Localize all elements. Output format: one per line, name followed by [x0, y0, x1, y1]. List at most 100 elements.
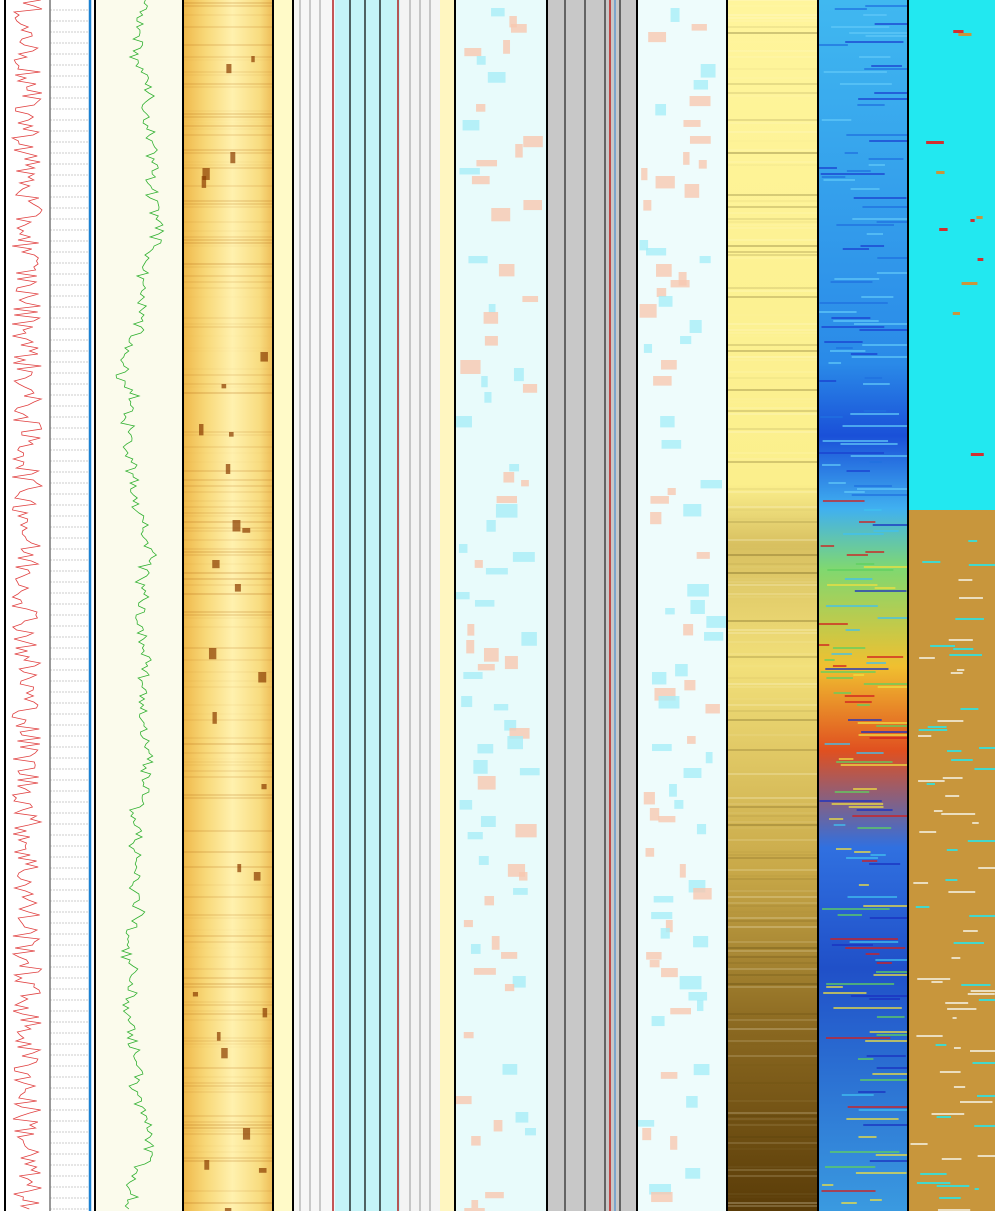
texture-patch: [230, 152, 236, 164]
texture-patch: [493, 704, 509, 711]
texture-patch: [683, 768, 702, 778]
texture-patch: [651, 672, 667, 685]
texture-patch: [650, 496, 669, 504]
texture-patch: [261, 784, 267, 790]
texture-patch: [483, 312, 499, 324]
texture-patch: [651, 1016, 665, 1027]
texture-patch: [667, 488, 676, 496]
texture-patch: [639, 240, 649, 251]
texture-patch: [216, 1032, 221, 1041]
texture-patch: [955, 618, 984, 620]
texture-patch: [969, 915, 995, 917]
texture-patch: [700, 480, 723, 489]
texture-patch: [972, 822, 979, 824]
texture-patch: [959, 597, 983, 599]
texture-patch: [953, 1086, 966, 1088]
texture-patch: [473, 760, 488, 774]
texture-patch: [670, 8, 680, 22]
track-background: [547, 0, 637, 1211]
texture-patch: [658, 816, 676, 823]
texture-patch: [930, 645, 956, 647]
texture-patch: [977, 258, 984, 261]
texture-patch: [470, 944, 481, 954]
texture-patch: [463, 672, 483, 679]
texture-patch: [910, 1143, 928, 1145]
texture-patch: [704, 632, 724, 641]
texture-patch: [487, 72, 506, 83]
texture-patch: [970, 1050, 995, 1052]
texture-patch: [646, 248, 667, 256]
texture-patch: [687, 736, 696, 744]
texture-patch: [467, 624, 475, 636]
texture-patch: [477, 776, 496, 790]
texture-patch: [524, 1128, 536, 1136]
texture-patch: [478, 856, 489, 865]
texture-patch: [201, 176, 207, 188]
texture-patch: [683, 120, 701, 127]
texture-patch: [686, 1096, 698, 1108]
texture-patch: [977, 1095, 995, 1097]
texture-patch: [950, 672, 963, 674]
texture-patch: [237, 864, 242, 873]
texture-patch: [670, 1008, 691, 1015]
texture-patch: [967, 840, 995, 842]
track-background: [637, 0, 727, 1211]
texture-patch: [471, 1200, 479, 1208]
texture-patch: [952, 312, 960, 315]
texture-patch: [916, 1035, 943, 1037]
texture-patch: [655, 176, 675, 189]
texture-patch: [641, 168, 648, 181]
texture-patch: [922, 561, 941, 563]
texture-patch: [689, 320, 702, 333]
texture-patch: [523, 136, 543, 148]
texture-patch: [262, 1008, 268, 1018]
texture-patch: [463, 1032, 474, 1039]
texture-patch: [199, 424, 204, 436]
texture-patch: [202, 168, 210, 180]
texture-patch: [691, 24, 707, 31]
texture-patch: [946, 849, 958, 851]
texture-patch: [512, 552, 535, 562]
texture-patch: [503, 40, 511, 54]
texture-patch: [224, 1208, 232, 1211]
texture-patch: [977, 1155, 995, 1157]
texture-patch: [926, 783, 935, 785]
texture-patch: [491, 936, 500, 950]
track-background: [727, 0, 818, 1211]
texture-patch: [706, 616, 727, 628]
texture-patch: [687, 584, 709, 597]
texture-patch: [688, 992, 708, 1001]
texture-patch: [258, 672, 267, 683]
texture-patch: [509, 728, 530, 739]
texture-patch: [523, 200, 543, 211]
texture-patch: [941, 1158, 962, 1160]
texture-patch: [683, 624, 694, 636]
texture-patch: [483, 648, 499, 662]
texture-patch: [953, 648, 974, 650]
texture-patch: [488, 304, 496, 313]
texture-patch: [645, 848, 655, 857]
texture-patch: [643, 200, 652, 211]
texture-patch: [947, 1008, 977, 1010]
texture-patch: [689, 96, 711, 107]
texture-patch: [968, 564, 995, 566]
texture-patch: [485, 568, 508, 575]
texture-patch: [649, 1184, 672, 1195]
texture-patch: [916, 1182, 951, 1184]
texture-patch: [498, 264, 515, 277]
texture-patch: [519, 872, 528, 881]
texture-patch: [967, 993, 995, 995]
texture-patch: [951, 957, 961, 959]
texture-patch: [974, 1188, 979, 1190]
texture-patch: [665, 608, 675, 615]
track-background: [273, 0, 293, 1211]
texture-patch: [913, 882, 929, 884]
texture-patch: [656, 264, 672, 277]
texture-patch: [679, 864, 686, 878]
texture-patch: [941, 813, 976, 815]
texture-patch: [474, 600, 495, 607]
texture-patch: [458, 544, 468, 553]
texture-patch: [455, 592, 470, 600]
texture-patch: [639, 304, 657, 318]
texture-patch: [689, 136, 711, 144]
